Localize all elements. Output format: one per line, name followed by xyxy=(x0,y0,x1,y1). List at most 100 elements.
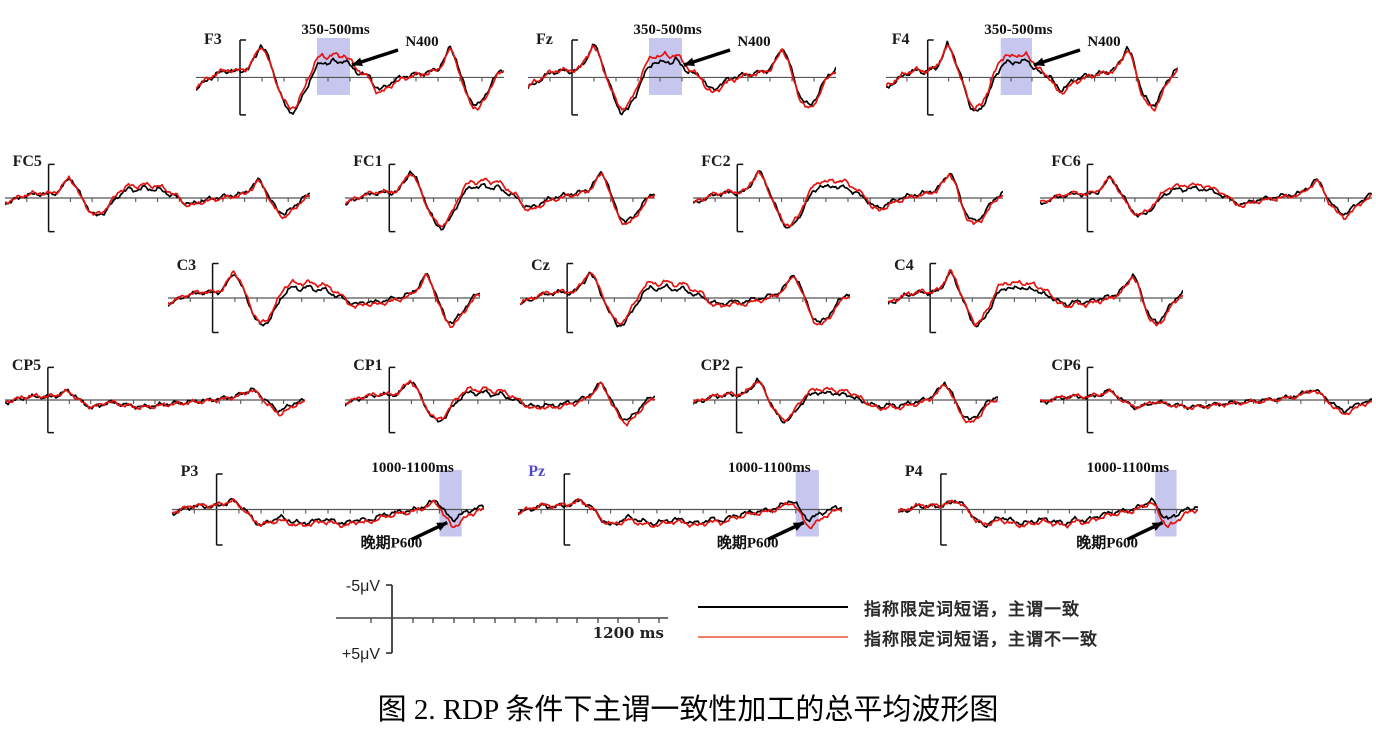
waveform-incongruent xyxy=(693,380,998,424)
erp-panel-FC1: FC1 xyxy=(345,148,655,248)
waveform-congruent xyxy=(1040,175,1372,218)
y-axis-feet xyxy=(48,163,55,233)
erp-panel-CP5: CP5 xyxy=(5,352,305,452)
x-axis-ticks xyxy=(908,298,1163,302)
y-axis-feet xyxy=(736,366,743,434)
x-axis-ticks xyxy=(1063,400,1349,404)
erp-panel-P4: P4 1000-1100ms 晚期P600 xyxy=(898,458,1198,570)
window-range-label: 1000-1100ms xyxy=(1087,460,1170,476)
waveform-incongruent xyxy=(196,47,504,111)
annotation-arrowhead xyxy=(436,522,448,531)
scale-ticks xyxy=(370,618,660,623)
waveform-incongruent xyxy=(886,44,1178,112)
erp-panel-C3: C3 xyxy=(168,252,480,352)
electrode-label: Fz xyxy=(536,31,553,48)
annotation-arrowhead xyxy=(352,57,363,67)
waveform-incongruent xyxy=(1040,388,1372,416)
highlight-window-p600 xyxy=(795,470,819,537)
electrode-label: FC6 xyxy=(1051,153,1080,170)
electrode-label: C4 xyxy=(894,257,914,274)
waveform-congruent xyxy=(5,177,310,217)
erp-panel-FC2: FC2 xyxy=(693,148,1003,248)
waveform-incongruent xyxy=(172,498,484,529)
window-range-label: 1000-1100ms xyxy=(728,460,811,476)
scale-time-label: 1200 ms xyxy=(593,624,664,642)
window-range-label: 350-500ms xyxy=(984,22,1052,38)
erp-panel-P3: P3 1000-1100ms 晚期P600 xyxy=(172,458,484,570)
electrode-label: Pz xyxy=(528,463,545,480)
y-axis-feet xyxy=(564,473,571,546)
erp-panel-FC5: FC5 xyxy=(5,148,310,248)
scale-axes: -5μV +5μV 1200 ms xyxy=(336,578,668,663)
waveform-incongruent xyxy=(693,170,1003,228)
x-axis-ticks xyxy=(549,77,815,82)
legend-item-congruent: 指称限定词短语，主谓一致 xyxy=(698,592,1098,622)
legend-label-incongruent: 指称限定词短语，主谓不一致 xyxy=(864,629,1098,649)
x-axis-ticks xyxy=(217,77,483,82)
erp-panel-F4: F4 350-500ms N400 xyxy=(886,22,1178,140)
waveform-incongruent xyxy=(345,379,655,427)
annotation-arrowhead xyxy=(792,522,804,531)
highlight-window-n400 xyxy=(1000,38,1032,95)
highlight-window-n400 xyxy=(317,38,350,95)
annotation-arrowhead xyxy=(684,57,695,67)
erp-panel-Fz: Fz 350-500ms N400 xyxy=(528,22,836,140)
y-axis-feet xyxy=(389,366,396,434)
waveform-incongruent xyxy=(528,44,836,111)
y-axis-feet xyxy=(1087,163,1094,233)
legend-label-congruent: 指称限定词短语，主谓一致 xyxy=(864,599,1080,619)
erp-panel-F3: F3 350-500ms N400 xyxy=(196,22,504,140)
waveform-incongruent xyxy=(345,172,655,228)
electrode-label: FC1 xyxy=(353,153,382,170)
erp-panel-FC6: FC6 xyxy=(1040,148,1372,248)
y-axis-feet xyxy=(930,262,937,334)
electrode-label: CP2 xyxy=(701,357,730,374)
erp-panel-Cz: Cz xyxy=(520,252,850,352)
waveform-incongruent xyxy=(5,388,305,417)
y-axis-feet xyxy=(737,163,744,233)
y-axis-feet xyxy=(216,473,223,546)
scale-axis-feet xyxy=(386,584,392,654)
y-axis-feet xyxy=(240,39,246,116)
waveform-incongruent xyxy=(5,175,310,220)
electrode-label: P4 xyxy=(905,463,923,480)
y-axis-feet xyxy=(47,366,54,434)
electrode-label: CP1 xyxy=(353,357,382,374)
window-range-label: 1000-1100ms xyxy=(371,460,454,476)
electrode-label: FC2 xyxy=(701,153,730,170)
component-label: N400 xyxy=(1087,34,1120,50)
waveform-incongruent xyxy=(518,498,842,530)
electrode-label: F3 xyxy=(204,31,222,48)
component-label: 晚期P600 xyxy=(1076,534,1138,552)
component-label: N400 xyxy=(737,34,770,50)
highlight-window-n400 xyxy=(649,38,682,95)
erp-panel-CP2: CP2 xyxy=(693,352,998,452)
x-axis-ticks xyxy=(26,198,289,202)
x-axis-ticks xyxy=(189,298,459,302)
x-axis-ticks xyxy=(366,400,634,404)
x-axis-ticks xyxy=(543,298,827,302)
waveform-incongruent xyxy=(1040,176,1372,221)
window-range-label: 350-500ms xyxy=(301,22,369,38)
electrode-label: P3 xyxy=(181,463,199,480)
y-axis-feet xyxy=(572,39,578,116)
electrode-label: CP6 xyxy=(1051,357,1080,374)
erp-panel-Pz: Pz 1000-1100ms 晚期P600 xyxy=(518,458,842,570)
electrode-label: C3 xyxy=(177,257,197,274)
scale-neg-label: -5μV xyxy=(346,578,380,595)
legend-line-red xyxy=(698,636,848,638)
waveform-incongruent xyxy=(898,499,1198,529)
x-axis-ticks xyxy=(366,198,634,202)
electrode-label: FC5 xyxy=(13,153,42,170)
waveform-incongruent xyxy=(168,270,480,329)
electrode-label: Cz xyxy=(531,257,550,274)
legend: 指称限定词短语，主谓一致 指称限定词短语，主谓不一致 xyxy=(698,592,1098,652)
electrode-label: CP5 xyxy=(12,357,41,374)
x-axis-ticks xyxy=(25,400,285,404)
waveform-congruent xyxy=(693,170,1003,229)
erp-panel-C4: C4 xyxy=(888,252,1183,352)
waveform-incongruent xyxy=(520,272,850,326)
component-label: 晚期P600 xyxy=(361,534,423,552)
erp-panel-CP6: CP6 xyxy=(1040,352,1372,452)
